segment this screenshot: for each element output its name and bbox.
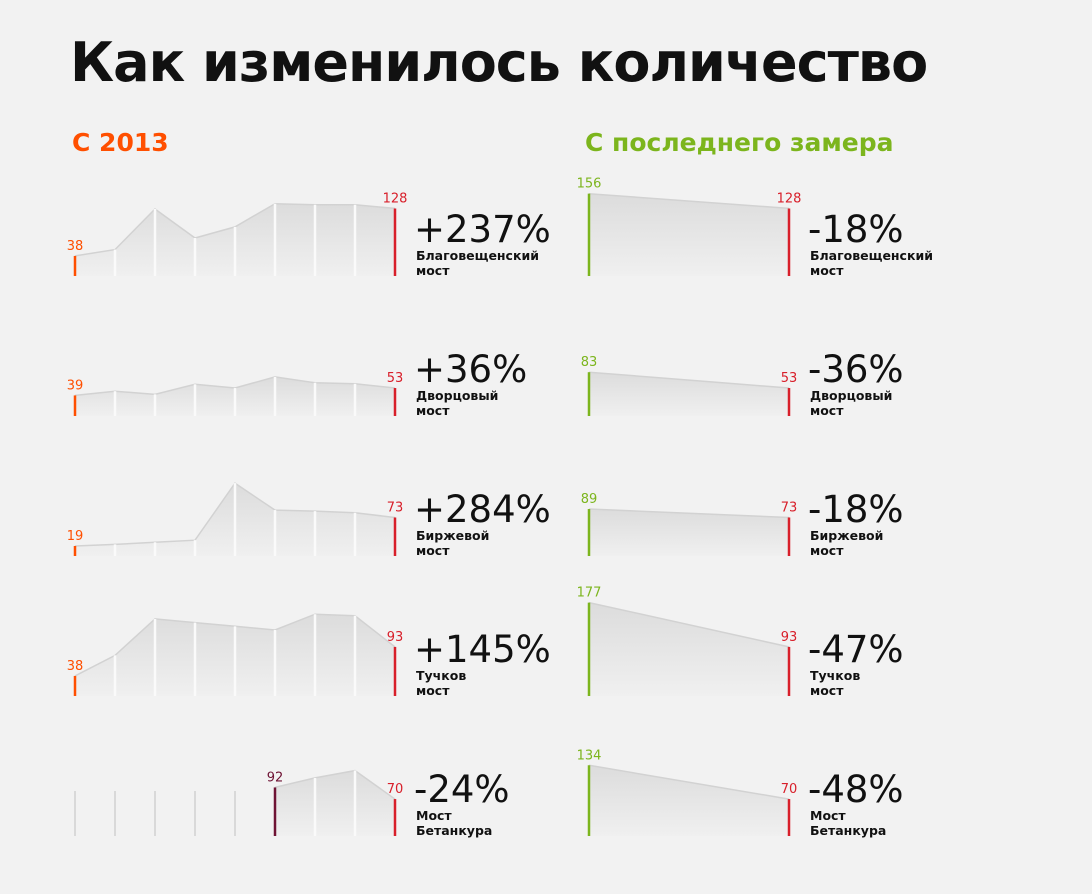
line-series bbox=[588, 764, 790, 800]
area-series bbox=[589, 193, 789, 276]
bridge-name-line-1: Биржевой bbox=[416, 528, 489, 543]
bridge-name-line-2: мост bbox=[416, 543, 450, 558]
percent-change: +237% bbox=[414, 208, 551, 251]
line-series bbox=[74, 613, 396, 677]
bridge-name-line-1: Дворцовый bbox=[416, 388, 498, 403]
bridge-name-line-2: мост bbox=[810, 683, 844, 698]
first-value-label: 19 bbox=[67, 529, 84, 544]
percent-change: -24% bbox=[414, 768, 510, 811]
bridge-name-line-1: Тучков bbox=[810, 668, 860, 683]
percent-change: +36% bbox=[414, 348, 527, 391]
bridge-name-line-2: мост bbox=[810, 543, 844, 558]
percent-change: -36% bbox=[808, 348, 904, 391]
bridge-name-line-1: Мост bbox=[810, 808, 846, 823]
area-series bbox=[589, 509, 789, 556]
bridge-name-line-2: мост bbox=[810, 263, 844, 278]
bridge-name-line-1: Благовещенский bbox=[810, 248, 933, 263]
last-value-label: 70 bbox=[781, 782, 798, 797]
line-series bbox=[274, 769, 396, 800]
last-value-label: 53 bbox=[781, 371, 798, 386]
first-value-label: 38 bbox=[67, 239, 84, 254]
area-series bbox=[589, 602, 789, 696]
line-series bbox=[588, 192, 790, 210]
bridge-name-line-1: Благовещенский bbox=[416, 248, 539, 263]
percent-change: -18% bbox=[808, 488, 904, 531]
first-value-label: 156 bbox=[577, 177, 602, 192]
percent-change: -18% bbox=[808, 208, 904, 251]
page-title: Как изменилось количество bbox=[70, 31, 928, 94]
first-value-label: 134 bbox=[577, 748, 602, 763]
bridge-name-line-1: Дворцовый bbox=[810, 388, 892, 403]
percent-change: -48% bbox=[808, 768, 904, 811]
bridge-name-line-1: Тучков bbox=[416, 668, 466, 683]
section-title-since-2013: С 2013 bbox=[72, 128, 169, 157]
line-series bbox=[74, 202, 396, 257]
last-value-label: 128 bbox=[383, 191, 408, 206]
bridge-name-line-2: мост bbox=[416, 263, 450, 278]
area-series bbox=[275, 770, 395, 836]
last-value-label: 73 bbox=[387, 500, 404, 515]
bridge-name-line-2: мост bbox=[416, 683, 450, 698]
bridge-name-line-1: Биржевой bbox=[810, 528, 883, 543]
last-value-label: 70 bbox=[387, 782, 404, 797]
bridge-name-line-2: мост bbox=[416, 403, 450, 418]
bridge-name-line-2: мост bbox=[810, 403, 844, 418]
first-value-label: 89 bbox=[581, 492, 598, 507]
line-series bbox=[74, 376, 396, 397]
bridge-name-line-2: Бетанкура bbox=[416, 823, 492, 838]
area-series bbox=[589, 372, 789, 416]
percent-change: -47% bbox=[808, 628, 904, 671]
line-series bbox=[588, 371, 790, 389]
last-value-label: 73 bbox=[781, 500, 798, 515]
line-series bbox=[588, 601, 790, 648]
last-value-label: 53 bbox=[387, 371, 404, 386]
bridge-name-line-2: Бетанкура bbox=[810, 823, 886, 838]
first-value-label: 39 bbox=[67, 378, 84, 393]
first-value-label: 38 bbox=[67, 659, 84, 674]
percent-change: +145% bbox=[414, 628, 551, 671]
last-value-label: 128 bbox=[777, 191, 802, 206]
bridge-name-line-1: Мост bbox=[416, 808, 452, 823]
area-series bbox=[589, 765, 789, 836]
first-value-label: 177 bbox=[577, 586, 602, 601]
first-value-label: 92 bbox=[267, 770, 284, 785]
percent-change: +284% bbox=[414, 488, 551, 531]
section-title-since-last-measure: С последнего замера bbox=[585, 128, 894, 157]
last-value-label: 93 bbox=[781, 630, 798, 645]
last-value-label: 93 bbox=[387, 630, 404, 645]
line-series bbox=[588, 508, 790, 519]
first-value-label: 83 bbox=[581, 355, 598, 370]
